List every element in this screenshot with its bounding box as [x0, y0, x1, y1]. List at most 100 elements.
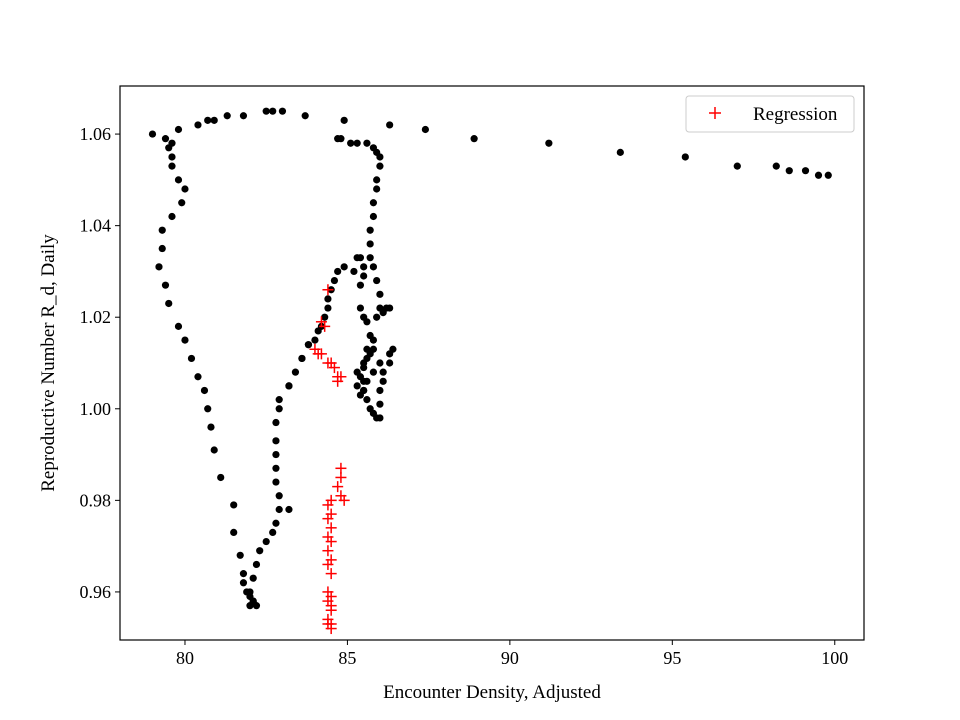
data-point: [272, 478, 280, 486]
data-point: [178, 199, 186, 207]
data-point: [369, 212, 378, 221]
data-point: [187, 354, 196, 363]
data-point: [386, 359, 394, 367]
x-tick-label: 80: [176, 648, 194, 668]
data-point: [545, 139, 553, 147]
data-point: [246, 588, 254, 596]
data-point: [272, 437, 280, 445]
y-tick-label: 0.96: [80, 582, 112, 602]
x-axis-ticks: 80 85 90 95 100: [176, 640, 848, 668]
y-axis-ticks: 0.96 0.98 1.00 1.02 1.04 1.06: [80, 124, 120, 602]
data-point: [386, 121, 394, 129]
data-point: [376, 400, 384, 408]
data-point: [340, 263, 348, 271]
data-point: [272, 519, 280, 527]
y-axis-label: Reproductive Number R_d, Daily: [38, 234, 59, 492]
regression-point: [322, 499, 334, 511]
legend-box: [685, 95, 855, 133]
data-point: [321, 313, 329, 321]
data-point: [272, 464, 280, 472]
data-point: [275, 405, 283, 413]
data-point: [275, 492, 283, 500]
data-point: [278, 107, 287, 115]
y-tick-label: 1.06: [80, 124, 112, 144]
regression-point: [315, 348, 327, 360]
y-tick-label: 1.02: [80, 307, 112, 327]
data-point: [363, 396, 371, 404]
plot-frame: [119, 85, 865, 641]
data-point: [733, 162, 741, 170]
data-point: [801, 167, 810, 175]
data-point: [181, 336, 189, 344]
data-point: [340, 116, 348, 124]
data-point: [210, 116, 218, 124]
data-point: [210, 446, 218, 454]
data-point: [681, 153, 689, 161]
data-point: [353, 382, 361, 390]
data-point: [334, 135, 342, 143]
regression-point: [332, 481, 344, 493]
data-point: [360, 377, 368, 385]
data-point: [376, 290, 384, 298]
data-point: [356, 391, 365, 399]
data-point: [376, 162, 384, 170]
data-point: [174, 322, 183, 330]
data-point: [330, 276, 339, 285]
regression-point: [325, 522, 337, 534]
data-point: [161, 135, 170, 143]
regression-point: [322, 284, 334, 296]
data-point: [158, 244, 166, 253]
x-tick-label: 95: [663, 648, 681, 668]
data-point: [239, 570, 248, 578]
data-point: [353, 368, 361, 376]
regression-point: [322, 545, 334, 557]
data-point: [369, 368, 378, 376]
regression-point: [322, 513, 334, 525]
data-point: [356, 281, 365, 289]
data-point: [158, 226, 166, 234]
data-point: [366, 240, 374, 248]
legend: Regression: [685, 95, 855, 133]
data-point: [772, 162, 780, 170]
data-point: [373, 313, 381, 321]
data-point: [334, 267, 342, 276]
data-point: [217, 473, 225, 482]
data-point: [275, 505, 283, 514]
data-point: [194, 373, 202, 381]
data-point: [204, 116, 212, 124]
data-point: [301, 112, 309, 120]
x-tick-label: 100: [821, 648, 848, 668]
x-axis-label: Encounter Density, Adjusted: [383, 682, 601, 703]
data-point: [155, 263, 163, 271]
x-tick-label: 85: [338, 648, 356, 668]
data-point: [350, 267, 358, 276]
data-point: [285, 505, 293, 514]
data-point: [262, 107, 270, 115]
data-point: [376, 153, 384, 161]
legend-label-regression: Regression: [753, 104, 838, 125]
data-point: [291, 368, 300, 376]
data-point: [363, 139, 371, 147]
x-tick-label: 90: [501, 648, 519, 668]
data-point: [389, 345, 397, 353]
data-point: [324, 304, 332, 312]
series-layer: [148, 107, 832, 635]
data-point: [230, 528, 238, 537]
data-point: [230, 501, 238, 509]
data-point: [269, 528, 277, 537]
data-point: [161, 281, 170, 289]
data-point: [421, 125, 429, 134]
data-point: [272, 450, 280, 459]
data-point: [356, 304, 365, 312]
regression-point: [338, 494, 350, 506]
data-point: [356, 254, 365, 262]
data-point: [168, 139, 176, 147]
data-point: [360, 272, 368, 280]
data-point: [174, 125, 183, 134]
regression-point: [325, 623, 337, 635]
y-tick-label: 1.04: [80, 216, 112, 236]
data-point: [379, 368, 387, 376]
regression-point: [325, 568, 337, 580]
data-point: [363, 318, 371, 326]
regression-point: [325, 604, 337, 616]
